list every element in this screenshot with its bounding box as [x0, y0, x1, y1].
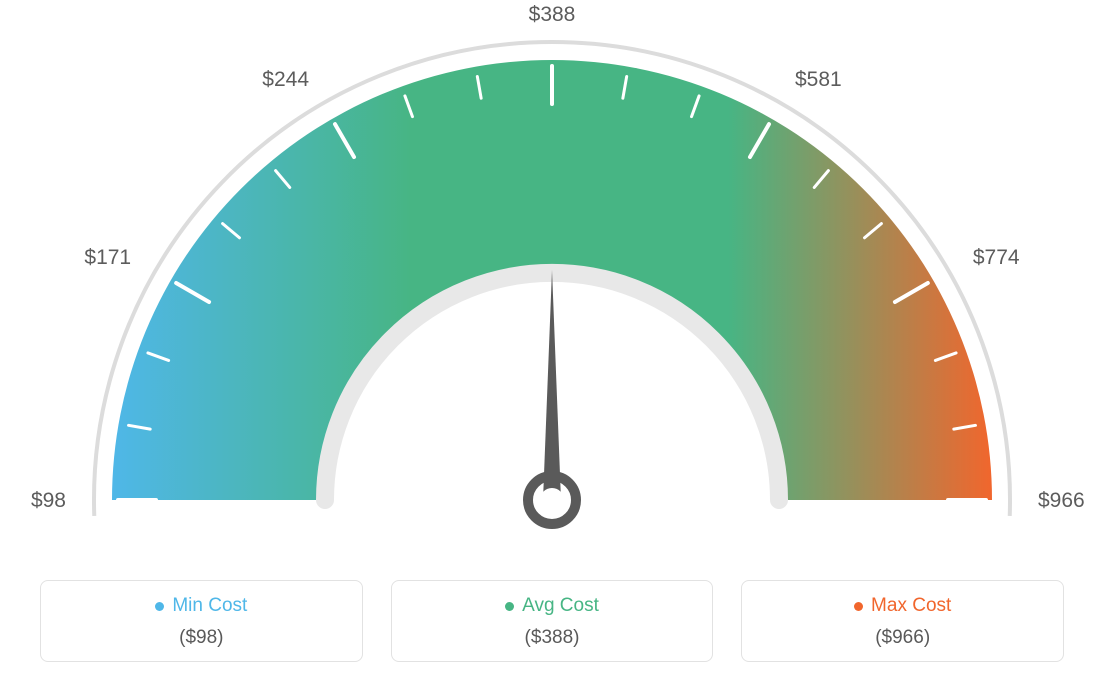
legend-title-min: Min Cost — [41, 595, 362, 617]
legend-card-avg: Avg Cost ($388) — [391, 580, 714, 662]
legend-dot-max — [854, 602, 863, 611]
svg-text:$98: $98 — [31, 489, 66, 512]
gauge-chart: $98 $171 $244 $388 $581 $774 $966 — [0, 0, 1104, 570]
svg-text:$171: $171 — [84, 246, 131, 269]
legend-label-max: Max Cost — [871, 595, 951, 617]
legend-value-max: ($966) — [742, 627, 1063, 649]
legend-dot-avg — [505, 602, 514, 611]
legend-card-max: Max Cost ($966) — [741, 580, 1064, 662]
legend-dot-min — [155, 602, 164, 611]
svg-text:$966: $966 — [1038, 489, 1085, 512]
svg-text:$774: $774 — [973, 246, 1020, 269]
svg-text:$244: $244 — [262, 68, 309, 91]
svg-text:$388: $388 — [529, 3, 576, 26]
gauge-svg: $98 $171 $244 $388 $581 $774 $966 — [0, 0, 1104, 570]
legend-card-min: Min Cost ($98) — [40, 580, 363, 662]
legend-value-min: ($98) — [41, 627, 362, 649]
legend-value-avg: ($388) — [392, 627, 713, 649]
legend-row: Min Cost ($98) Avg Cost ($388) Max Cost … — [0, 580, 1104, 662]
legend-label-min: Min Cost — [172, 595, 247, 617]
svg-text:$581: $581 — [795, 68, 842, 91]
legend-title-max: Max Cost — [742, 595, 1063, 617]
legend-title-avg: Avg Cost — [392, 595, 713, 617]
legend-label-avg: Avg Cost — [522, 595, 599, 617]
